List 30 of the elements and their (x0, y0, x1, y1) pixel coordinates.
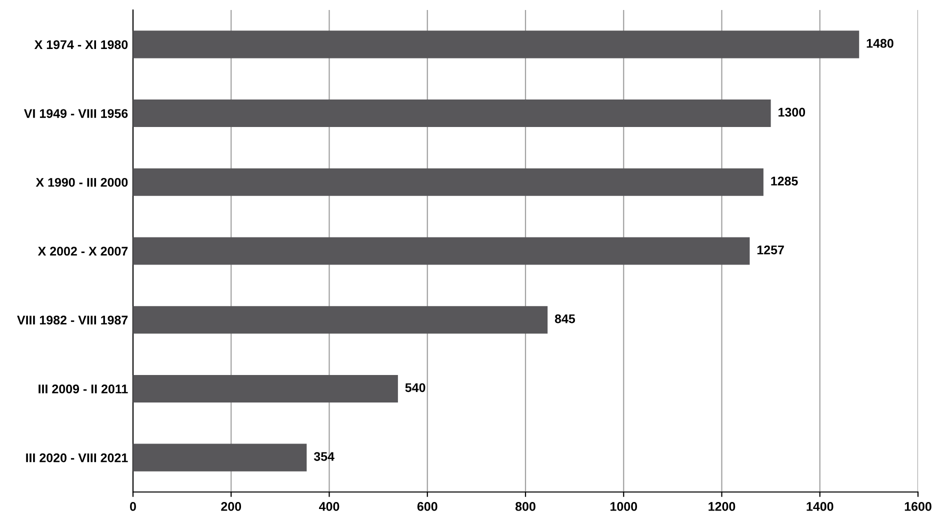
x-tick-label: 0 (130, 502, 136, 511)
y-tick-label: VIII 1982 - VIII 1987 (17, 316, 128, 325)
y-tick-label: III 2020 - VIII 2021 (26, 453, 128, 462)
x-tick-label: 1200 (708, 502, 736, 511)
x-tick-label: 200 (221, 502, 242, 511)
bar (133, 30, 860, 58)
data-label: 540 (405, 383, 426, 392)
data-label: 1257 (757, 246, 784, 254)
y-tick-label: VI 1949 - VIII 1956 (24, 109, 128, 118)
x-tick-label: 800 (515, 502, 536, 511)
x-tick-label: 400 (319, 502, 340, 511)
data-label: 1300 (778, 108, 806, 117)
bar (133, 237, 750, 265)
x-tick-label: 1400 (806, 502, 834, 511)
y-tick-label: III 2009 - II 2011 (38, 384, 128, 394)
x-tick-label: 1600 (904, 502, 932, 511)
bar (133, 306, 548, 334)
y-tick-label: X 1974 - XI 1980 (34, 40, 128, 50)
data-label: 845 (554, 314, 576, 324)
y-tick-label: X 1990 - III 2000 (36, 178, 128, 187)
bar (133, 100, 771, 128)
x-tick-label: 1000 (610, 502, 638, 511)
bar (133, 374, 398, 402)
bar (133, 168, 764, 196)
data-label: 1285 (771, 176, 798, 186)
data-label: 1480 (866, 38, 894, 48)
bar (133, 444, 307, 472)
y-tick-label: X 2002 - X 2007 (38, 246, 128, 256)
data-label: 354 (314, 452, 334, 461)
x-tick-label: 600 (417, 502, 438, 511)
